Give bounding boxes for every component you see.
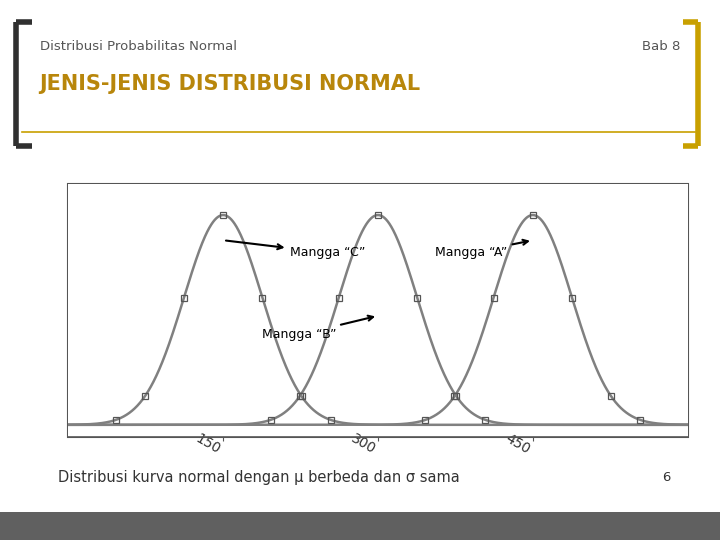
Text: JENIS-JENIS DISTRIBUSI NORMAL: JENIS-JENIS DISTRIBUSI NORMAL [40,73,420,94]
FancyBboxPatch shape [68,184,688,437]
Text: 6: 6 [662,471,670,484]
Text: Distribusi kurva normal dengan μ berbeda dan σ sama: Distribusi kurva normal dengan μ berbeda… [58,470,460,485]
Text: Distribusi Probabilitas Normal: Distribusi Probabilitas Normal [40,40,237,53]
Text: Bab 8: Bab 8 [642,40,680,53]
Bar [0,512,720,540]
Text: Mangga “C”: Mangga “C” [226,240,366,259]
Text: Mangga “A”: Mangga “A” [435,240,528,259]
Text: Mangga “B”: Mangga “B” [262,316,373,341]
